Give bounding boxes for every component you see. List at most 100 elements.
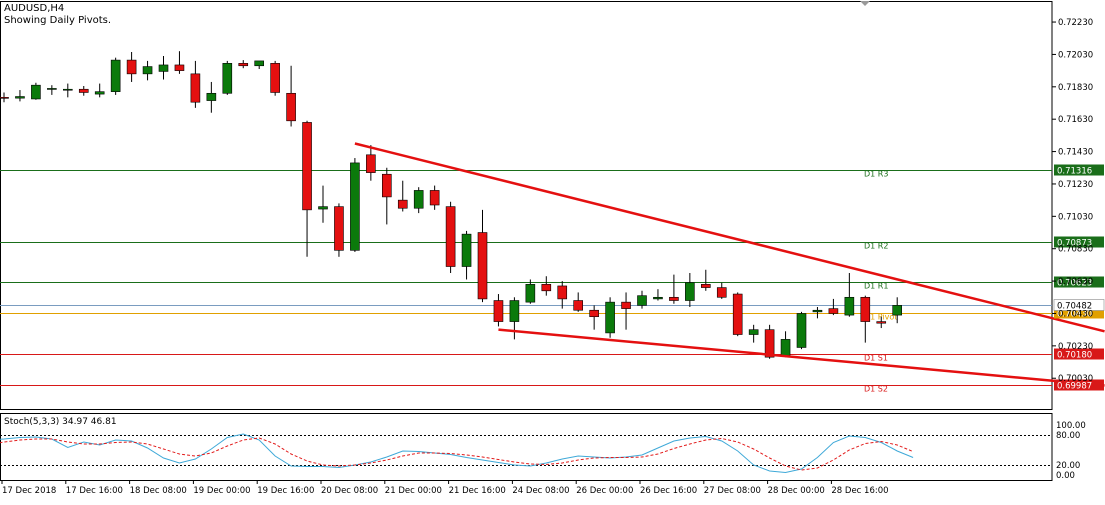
candle[interactable] — [653, 296, 663, 300]
candle[interactable] — [270, 63, 280, 93]
time-axis-label: 17 Dec 2018 — [2, 486, 56, 496]
stoch-tick-label: 20.00 — [1056, 461, 1080, 471]
stoch-tick-label: 0.00 — [1056, 471, 1075, 481]
price-pane-frame — [0, 1, 1053, 410]
candle[interactable] — [222, 63, 233, 94]
candle[interactable] — [828, 308, 839, 314]
candle[interactable] — [796, 313, 807, 348]
candle[interactable] — [350, 162, 360, 251]
time-axis-label: 28 Dec 00:00 — [768, 486, 825, 496]
time-axis-label: 21 Dec 00:00 — [385, 486, 442, 496]
candle[interactable] — [15, 96, 25, 99]
price-tick-label: 0.70030 — [1058, 374, 1093, 384]
candle[interactable] — [812, 309, 823, 313]
candle[interactable] — [429, 190, 440, 206]
candle[interactable] — [174, 64, 185, 71]
stoch-tick-label: 100.00 — [1056, 421, 1086, 431]
candle[interactable] — [844, 296, 855, 316]
candle[interactable] — [780, 339, 791, 356]
price-flag-label: 0.70623 — [1057, 279, 1092, 289]
candle[interactable] — [302, 122, 312, 211]
price-flag-label: 0.70180 — [1057, 351, 1092, 361]
candle[interactable] — [700, 284, 711, 288]
price-tick-label: 0.70430 — [1058, 309, 1093, 319]
pivots-caption: Showing Daily Pivots. — [4, 15, 111, 26]
candle[interactable] — [158, 64, 169, 72]
candle[interactable] — [445, 206, 456, 267]
candle[interactable] — [286, 92, 296, 122]
candle[interactable] — [206, 92, 217, 101]
candle[interactable] — [397, 199, 408, 209]
candle[interactable] — [254, 60, 264, 67]
candle[interactable] — [238, 63, 249, 67]
price-flag-0.70623 — [1054, 276, 1104, 288]
candle[interactable] — [764, 329, 775, 358]
candle[interactable] — [573, 300, 584, 311]
upper-trendline[interactable] — [354, 142, 1105, 333]
stoch-tick-label: 80.00 — [1056, 431, 1080, 441]
candle[interactable] — [94, 91, 105, 95]
time-axis-label: 20 Dec 08:00 — [321, 486, 378, 496]
candle[interactable] — [413, 190, 424, 209]
price-tick-label: 0.71430 — [1058, 148, 1093, 158]
price-flag-label: 0.71316 — [1057, 167, 1092, 177]
pivot-label: D1 S1 — [864, 354, 888, 363]
current-price-flag — [1053, 299, 1105, 311]
stoch-title: Stoch(5,3,3) 34.97 46.81 — [4, 417, 117, 427]
price-tick-label: 0.70830 — [1058, 245, 1093, 255]
candle[interactable] — [589, 309, 599, 318]
candle[interactable] — [892, 305, 903, 316]
lower-trendline[interactable] — [498, 328, 1105, 387]
candle[interactable] — [47, 88, 57, 90]
candle[interactable] — [31, 84, 41, 100]
candle[interactable] — [685, 282, 695, 301]
price-flag-0.69987 — [1054, 379, 1104, 391]
candle[interactable] — [605, 301, 615, 334]
candle[interactable] — [621, 301, 631, 309]
candle[interactable] — [748, 329, 759, 335]
time-axis-label: 26 Dec 00:00 — [576, 486, 633, 496]
time-axis-label: 19 Dec 16:00 — [257, 486, 314, 496]
candle[interactable] — [381, 173, 392, 198]
stoch-main-line — [0, 433, 914, 474]
price-flag-label: 0.70873 — [1057, 239, 1092, 249]
candle[interactable] — [126, 59, 137, 75]
candle[interactable] — [62, 88, 73, 91]
candle[interactable] — [110, 59, 121, 92]
candle[interactable] — [318, 206, 328, 210]
candle[interactable] — [142, 66, 153, 75]
current-price-label: 0.70482 — [1057, 302, 1092, 312]
price-flag-label: 0.69987 — [1057, 382, 1092, 392]
candle[interactable] — [334, 206, 344, 251]
price-tick-label: 0.70230 — [1058, 342, 1093, 352]
candle[interactable] — [732, 293, 743, 335]
price-tick-label: 0.71030 — [1058, 212, 1093, 222]
candle[interactable] — [0, 97, 9, 99]
candle[interactable] — [525, 284, 536, 303]
candle[interactable] — [876, 321, 887, 324]
candle[interactable] — [669, 296, 679, 301]
candle[interactable] — [366, 154, 376, 173]
candle[interactable] — [541, 284, 552, 292]
candle[interactable] — [477, 232, 488, 300]
price-flag-0.70873 — [1054, 236, 1104, 248]
candle[interactable] — [461, 233, 472, 267]
price-tick-label: 0.72030 — [1058, 50, 1093, 60]
candle[interactable] — [509, 300, 520, 322]
candle[interactable] — [557, 285, 568, 300]
candle[interactable] — [190, 73, 201, 103]
time-axis-label: 17 Dec 16:00 — [66, 486, 123, 496]
candle[interactable] — [716, 287, 727, 298]
candle[interactable] — [493, 300, 504, 322]
symbol-title: AUDUSD,H4 — [4, 3, 64, 14]
pivot-label: D1 S2 — [864, 385, 888, 394]
stoch-signal-line — [0, 437, 914, 471]
candle[interactable] — [637, 295, 647, 306]
chart-shift-marker-icon[interactable] — [860, 1, 870, 6]
candle[interactable] — [78, 88, 89, 93]
pivot-label: D1 R1 — [864, 282, 888, 291]
candle[interactable] — [860, 296, 871, 322]
price-tick-label: 0.71630 — [1058, 115, 1093, 125]
